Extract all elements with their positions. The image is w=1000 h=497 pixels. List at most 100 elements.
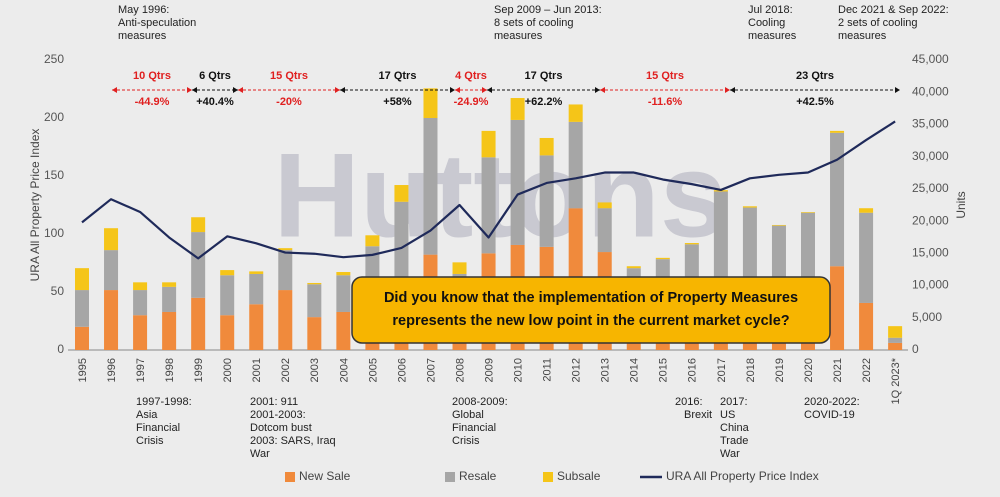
- bar-segment: [888, 326, 903, 338]
- bottom-note: Brexit: [684, 409, 712, 421]
- bar-segment: [278, 290, 293, 350]
- y-tick-label: 200: [44, 110, 64, 124]
- y-tick-label: 0: [57, 342, 64, 356]
- bottom-note: War: [720, 448, 740, 460]
- bar-segment: [568, 104, 583, 122]
- bottom-note: Global: [452, 409, 484, 421]
- y2-tick-label: 45,000: [912, 52, 949, 66]
- bar-segment: [481, 157, 496, 254]
- y2-tick-label: 25,000: [912, 181, 949, 195]
- y2-tick-label: 15,000: [912, 246, 949, 260]
- bar-segment: [830, 130, 845, 133]
- y-axis-label: URA All Property Price Index: [28, 129, 42, 282]
- bar-segment: [336, 311, 351, 350]
- bottom-note: 2017:: [720, 396, 748, 408]
- bottom-note: 2003: SARS, Iraq: [250, 435, 336, 447]
- bottom-note: War: [250, 448, 270, 460]
- bottom-note: US: [720, 409, 735, 421]
- bar-segment: [713, 191, 728, 282]
- bottom-note: Financial: [136, 422, 180, 434]
- x-tick-label: 2012: [571, 358, 583, 382]
- bar-segment: [568, 121, 583, 209]
- bar-segment: [162, 286, 177, 312]
- bar-segment: [249, 273, 264, 305]
- top-note: measures: [118, 30, 167, 42]
- legend-swatch: [543, 472, 553, 482]
- bottom-note: Dotcom bust: [250, 422, 312, 434]
- x-tick-label: 2001: [251, 358, 263, 382]
- bottom-note: COVID-19: [804, 409, 855, 421]
- bottom-note: Financial: [452, 422, 496, 434]
- bar-segment: [307, 317, 322, 350]
- bar-segment: [801, 212, 815, 287]
- bar-segment: [365, 235, 380, 247]
- callout-text: Did you know that the implementation of …: [384, 290, 798, 306]
- bar-segment: [859, 302, 874, 350]
- bar-segment: [104, 250, 119, 291]
- x-tick-label: 1997: [135, 358, 147, 382]
- bar-segment: [133, 290, 148, 316]
- bar-segment: [249, 304, 264, 350]
- callout-box: [351, 276, 831, 344]
- bar-segment: [742, 206, 757, 208]
- period-label: 6 Qtrs: [199, 70, 231, 82]
- bar-segment: [278, 248, 293, 251]
- bar-segment: [336, 272, 351, 276]
- period-change: -44.9%: [135, 96, 170, 108]
- top-note: measures: [838, 30, 887, 42]
- period-label: 17 Qtrs: [525, 70, 563, 82]
- bar-segment: [75, 290, 89, 327]
- top-note: May 1996:: [118, 4, 169, 16]
- bar-segment: [220, 315, 235, 350]
- x-tick-label: 2007: [425, 358, 437, 382]
- bar-segment: [336, 275, 351, 312]
- bottom-note: 2001: 911: [250, 396, 298, 408]
- y2-axis-label: Units: [954, 191, 968, 218]
- bar-segment: [423, 118, 438, 255]
- x-tick-label: 1995: [77, 358, 89, 382]
- bar-segment: [888, 337, 903, 343]
- period-change: -20%: [276, 96, 302, 108]
- legend-swatch: [285, 472, 295, 482]
- bar-segment: [888, 342, 903, 350]
- x-tick-label: 2005: [367, 358, 379, 382]
- x-tick-label: 2010: [513, 358, 525, 382]
- bar-segment: [104, 290, 119, 350]
- x-tick-label: 2021: [832, 358, 844, 382]
- y2-tick-label: 35,000: [912, 117, 949, 131]
- bar-segment: [830, 132, 845, 267]
- bar-segment: [220, 275, 235, 316]
- legend-label: URA All Property Price Index: [666, 469, 819, 483]
- bottom-note: China: [720, 422, 750, 434]
- x-tick-label: 2009: [483, 358, 495, 382]
- top-note: 2 sets of cooling: [838, 17, 918, 29]
- period-change: +40.4%: [196, 96, 234, 108]
- bottom-note: 2016:: [675, 396, 703, 408]
- bar-segment: [75, 268, 89, 291]
- bar-segment: [307, 282, 322, 285]
- x-tick-label: 2004: [338, 358, 350, 382]
- bar-segment: [104, 228, 119, 251]
- x-tick-label: 1998: [164, 358, 176, 382]
- top-note: Jul 2018:: [748, 4, 793, 16]
- bottom-note: 1997-1998:: [136, 396, 192, 408]
- y2-tick-label: 30,000: [912, 149, 949, 163]
- bar-segment: [394, 185, 409, 202]
- arrow-head: [192, 87, 238, 93]
- bar-segment: [162, 311, 177, 350]
- top-note: Dec 2021 & Sep 2022:: [838, 4, 949, 16]
- callout-text: represents the new low point in the curr…: [392, 313, 789, 329]
- top-note: Cooling: [748, 17, 785, 29]
- x-tick-label: 2003: [309, 358, 321, 382]
- x-tick-label: 2020: [803, 358, 815, 382]
- bar-segment: [307, 284, 322, 318]
- y2-tick-label: 20,000: [912, 213, 949, 227]
- bottom-note: Crisis: [136, 435, 164, 447]
- y2-tick-label: 10,000: [912, 278, 949, 292]
- period-label: 15 Qtrs: [646, 70, 684, 82]
- x-tick-label: 2014: [629, 358, 641, 382]
- bottom-note: Crisis: [452, 435, 480, 447]
- period-label: 10 Qtrs: [133, 70, 171, 82]
- bottom-note: 2008-2009:: [452, 396, 508, 408]
- bar-segment: [191, 232, 206, 298]
